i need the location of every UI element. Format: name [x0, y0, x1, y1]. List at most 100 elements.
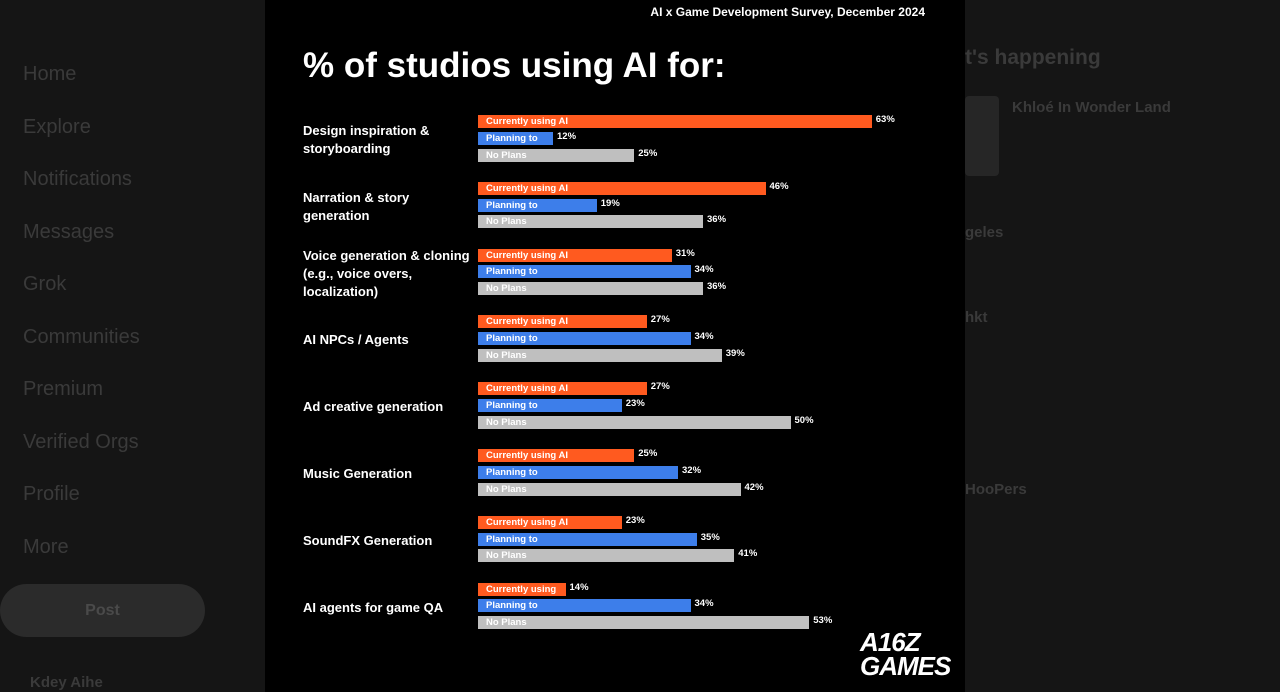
- bar-label: No Plans: [486, 550, 527, 562]
- bar-label: Currently using AI: [486, 316, 568, 328]
- value-label: 53%: [813, 615, 833, 627]
- value-label: 39%: [725, 348, 745, 359]
- value-label: 34%: [694, 598, 714, 610]
- bar-label: Currently using AI: [486, 383, 568, 395]
- bar: Currently using AI: [478, 515, 622, 529]
- value-label: 25%: [638, 448, 658, 459]
- bar: Planning to: [478, 599, 691, 613]
- bar-label: Currently using AI: [486, 116, 568, 127]
- bar: Currently using AI: [478, 382, 647, 396]
- bar: Currently using AI: [478, 449, 635, 462]
- bar: Planning to: [478, 465, 678, 479]
- bar: Planning to: [478, 131, 553, 145]
- nav-item[interactable]: Messages: [23, 220, 115, 243]
- chart-title: % of studios using AI for:: [303, 46, 726, 85]
- bar: Planning to: [478, 532, 697, 546]
- value-label: 25%: [638, 147, 658, 159]
- value-label: 32%: [682, 464, 702, 476]
- value-label: 23%: [625, 398, 645, 409]
- bar: Planning to: [478, 399, 622, 412]
- bar-label: Planning to: [486, 333, 538, 345]
- trend-thumbnail: [965, 96, 999, 176]
- chart-image: AI x Game Development Survey, December 2…: [265, 0, 965, 692]
- value-label: 42%: [744, 481, 764, 493]
- category-label: AI agents for game QA: [303, 599, 444, 615]
- bar-label: No Plans: [486, 216, 527, 228]
- value-label: 63%: [875, 114, 895, 125]
- bar: No Plans: [478, 415, 791, 429]
- bar: Planning to: [478, 332, 691, 346]
- account-name[interactable]: Kdey Aihe: [30, 674, 103, 691]
- value-label: 14%: [569, 581, 589, 593]
- nav-item[interactable]: Profile: [23, 483, 80, 505]
- nav-item[interactable]: Verified Orgs: [23, 430, 139, 453]
- bar-label: No Plans: [486, 350, 527, 361]
- value-label: 27%: [650, 381, 670, 393]
- bar: Currently using AI: [478, 248, 672, 262]
- category-label: Narration & story generation: [303, 189, 410, 223]
- category-label: Design inspiration & storyboarding: [303, 123, 430, 156]
- bar-label: Planning to: [486, 466, 538, 478]
- logo-line: GAMES: [860, 651, 951, 681]
- post-button[interactable]: Post: [0, 584, 205, 637]
- bar-label: Currently using AI: [486, 182, 568, 194]
- bar-label: Planning to: [486, 600, 538, 612]
- bar-label: No Plans: [486, 483, 527, 495]
- value-label: 12%: [557, 130, 577, 142]
- nav-item[interactable]: Home: [23, 63, 77, 85]
- nav-item[interactable]: Notifications: [23, 168, 132, 190]
- bar: Currently using AI: [478, 315, 647, 329]
- trends-title: t's happening: [965, 46, 1101, 69]
- nav-item[interactable]: Grok: [23, 273, 67, 295]
- value-label: 35%: [700, 531, 720, 543]
- bar-label: Currently using AI: [486, 516, 568, 528]
- bar-label: Currently using AI: [486, 249, 568, 261]
- value-label: 31%: [675, 247, 695, 259]
- value-label: 23%: [625, 514, 645, 526]
- value-label: 34%: [694, 264, 714, 276]
- category-label: Ad creative generation: [303, 399, 444, 415]
- nav-item[interactable]: More: [23, 535, 69, 558]
- bar: Planning to: [478, 265, 691, 279]
- value-label: 36%: [707, 214, 727, 226]
- logo: A16Z GAMES: [860, 627, 951, 681]
- bar: No Plans: [478, 349, 722, 362]
- logo-line: A16Z: [860, 627, 921, 657]
- bar: No Plans: [478, 282, 703, 296]
- bar-label: Planning to: [486, 533, 538, 545]
- value-label: 50%: [794, 414, 814, 426]
- bar-label: No Plans: [486, 283, 527, 295]
- bar-label: Planning to: [486, 132, 538, 144]
- value-label: 19%: [600, 197, 620, 209]
- nav-item[interactable]: Premium: [23, 378, 104, 400]
- bar-label: No Plans: [486, 149, 527, 161]
- nav-item[interactable]: Communities: [23, 325, 140, 348]
- bar-label: Planning to: [486, 266, 538, 278]
- bar: No Plans: [478, 482, 741, 496]
- bar-label: Planning to: [486, 199, 538, 211]
- bar: No Plans: [478, 616, 810, 630]
- chart-subtitle: AI x Game Development Survey, December 2…: [650, 5, 925, 19]
- trend-item[interactable]: HooPers: [965, 481, 1027, 498]
- bar: Planning to: [478, 198, 597, 212]
- bar: Currently using AI: [478, 115, 872, 128]
- trend-item[interactable]: geles: [965, 224, 1004, 241]
- bar-label: Planning to: [486, 400, 538, 411]
- trend-item[interactable]: Khloé In Wonder Land: [1012, 99, 1171, 116]
- trend-item[interactable]: hkt: [965, 309, 988, 326]
- value-label: 46%: [769, 180, 789, 192]
- value-label: 27%: [650, 314, 670, 326]
- bar: Currently using AI: [478, 181, 766, 195]
- bar-label: Currently using: [486, 583, 557, 595]
- category-label: SoundFX Generation: [303, 532, 433, 548]
- nav-item[interactable]: Explore: [23, 115, 91, 138]
- value-label: 41%: [738, 548, 758, 560]
- bar: No Plans: [478, 148, 635, 162]
- bar: No Plans: [478, 549, 735, 563]
- category-label: Music Generation: [303, 466, 413, 481]
- category-label: AI NPCs / Agents: [303, 332, 409, 348]
- value-label: 36%: [707, 281, 727, 293]
- bar-label: No Plans: [486, 617, 527, 629]
- value-label: 34%: [694, 331, 714, 343]
